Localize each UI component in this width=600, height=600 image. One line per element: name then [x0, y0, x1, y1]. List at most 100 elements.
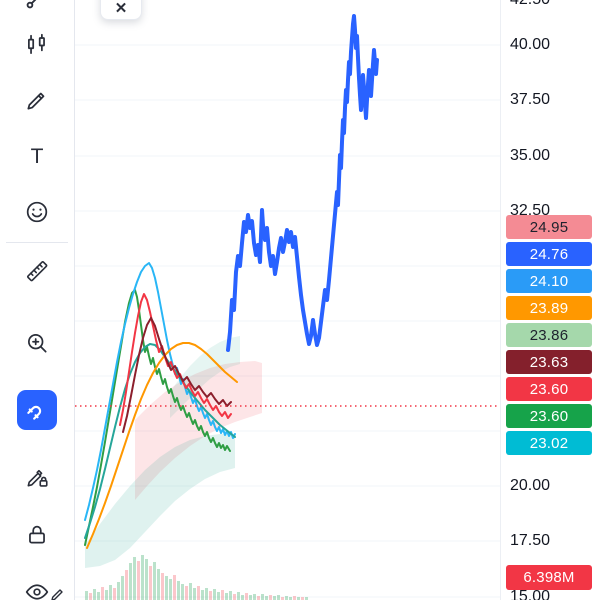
lock-all-tool[interactable] — [17, 515, 57, 555]
volume-bar — [129, 563, 132, 600]
trend-line-tool[interactable] — [17, 0, 57, 18]
price-label: 23.60 — [506, 404, 592, 428]
brush-tool[interactable] — [17, 80, 57, 120]
volume-bar — [213, 589, 216, 600]
emoji-tool[interactable] — [17, 192, 57, 232]
price-label: 24.95 — [506, 215, 592, 239]
pencil-lock-icon — [27, 469, 48, 487]
brush-icon — [27, 92, 45, 110]
volume-bar — [209, 591, 212, 600]
series-ma-orange — [86, 342, 238, 549]
price-label: 23.89 — [506, 296, 592, 320]
candlestick-pattern-tool[interactable] — [17, 25, 57, 65]
volume-bar — [177, 581, 180, 600]
volume-bar — [93, 589, 96, 600]
volume-bar — [181, 584, 184, 600]
chart-pane[interactable]: ✕ — [75, 0, 500, 600]
volume-bar — [277, 595, 280, 600]
volume-bar — [161, 573, 164, 600]
measure-tool[interactable] — [17, 251, 57, 291]
volume-bar — [141, 555, 144, 600]
axis-tick: 32.50 — [510, 202, 551, 219]
price-label: 24.76 — [506, 242, 592, 266]
volume-bar — [297, 597, 300, 600]
zoom-in-tool[interactable] — [17, 323, 57, 363]
volume-bar — [269, 595, 272, 600]
volume-bar — [137, 561, 140, 600]
volume-bar — [109, 585, 112, 600]
volume-bar — [253, 594, 256, 600]
volume-bar — [97, 592, 100, 600]
volume-bar — [205, 588, 208, 600]
emoji-icon — [26, 201, 48, 223]
volume-bar — [169, 579, 172, 600]
lock-drawings-tool[interactable] — [17, 457, 57, 497]
volume-bar — [293, 596, 296, 600]
close-icon: ✕ — [114, 0, 128, 17]
price-label: 23.02 — [506, 431, 592, 455]
series-main-price — [226, 14, 379, 352]
volume-bar — [189, 583, 192, 600]
axis-tick: 17.50 — [510, 532, 551, 549]
volume-bar — [153, 562, 156, 600]
volume-bar — [105, 590, 108, 600]
volume-bar — [85, 591, 88, 600]
price-label: 23.60 — [506, 377, 592, 401]
pencil-corner-tool[interactable] — [46, 582, 70, 600]
volume-bar — [245, 593, 248, 600]
axis-tick: 42.50 — [510, 0, 550, 9]
green-cloud — [85, 434, 235, 568]
series-ma-maroon — [122, 317, 232, 433]
axis-tick: 20.00 — [510, 477, 551, 494]
price-label: 24.10 — [506, 269, 592, 293]
eye-icon — [25, 584, 49, 600]
volume-bar — [221, 590, 224, 600]
volume-bar — [233, 594, 236, 600]
volume-bar — [133, 557, 136, 600]
drawing-toolbar: T — [0, 0, 75, 600]
volume-bar — [185, 586, 188, 600]
volume-bar — [173, 575, 176, 600]
volume-bar — [113, 588, 116, 600]
volume-bar — [241, 595, 244, 600]
volume-bar — [145, 559, 148, 600]
volume-bar — [117, 582, 120, 600]
ruler-icon — [27, 261, 48, 282]
volume-bar — [193, 588, 196, 600]
zoom-in-icon — [28, 334, 47, 353]
price-label: 23.63 — [506, 350, 592, 374]
volume-bar — [229, 591, 232, 600]
volume-bar — [249, 595, 252, 600]
close-button[interactable]: ✕ — [100, 0, 142, 20]
series-ma-red — [119, 293, 232, 426]
axis-tick: 15.00 — [510, 588, 551, 600]
axis-tick: 37.50 — [510, 91, 551, 108]
magnet-tool[interactable] — [17, 390, 57, 430]
volume-bar — [225, 593, 228, 600]
volume-bar — [257, 596, 260, 600]
volume-bar — [289, 597, 292, 600]
volume-bar — [89, 593, 92, 600]
volume-label: 6.398M — [506, 565, 592, 590]
volume-bar — [301, 597, 304, 600]
volume-bar — [281, 597, 284, 600]
text-tool-icon: T — [30, 145, 44, 168]
volume-bar — [149, 566, 152, 600]
axis-tick: 40.00 — [510, 36, 551, 53]
hide-drawings-tool[interactable] — [17, 572, 57, 600]
volume-bar — [157, 569, 160, 600]
volume-bar — [121, 576, 124, 600]
volume-bar — [101, 587, 104, 600]
volume-bar — [305, 597, 308, 600]
price-axis[interactable]: 42.50 40.00 37.50 35.00 32.50 20.00 17.50 15.00… — [500, 0, 600, 600]
chart-canvas[interactable] — [75, 0, 500, 600]
text-tool[interactable]: T — [17, 137, 57, 177]
volume-bar — [265, 596, 268, 600]
volume-bar — [237, 592, 240, 600]
lock-icon — [29, 525, 45, 544]
volume-bar — [201, 590, 204, 600]
candlestick-pattern-icon — [28, 33, 45, 54]
volume-bar — [125, 570, 128, 600]
volume-bar — [285, 596, 288, 600]
axis-tick: 35.00 — [510, 147, 551, 164]
